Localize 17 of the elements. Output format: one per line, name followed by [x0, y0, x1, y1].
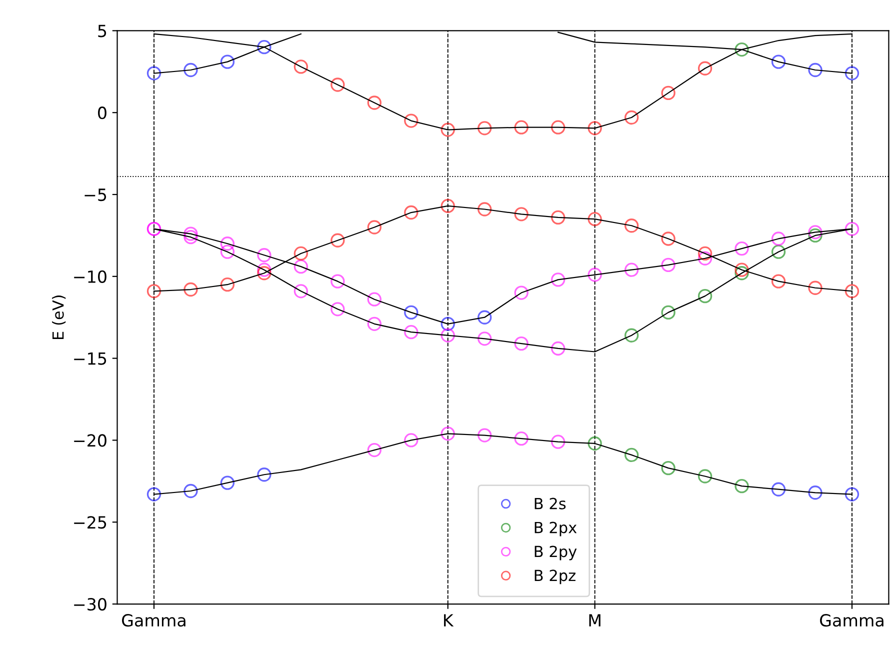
legend-label: B 2s [534, 498, 566, 510]
y-tick-label: 0 [98, 106, 106, 120]
x-tick-label: Gamma [122, 614, 186, 627]
legend-label: B 2pz [534, 570, 576, 584]
x-tick-label: M [589, 614, 600, 626]
x-tick-label: K [444, 614, 454, 626]
y-tick-label: −15 [74, 352, 106, 365]
y-tick-label: −5 [84, 188, 106, 202]
y-tick-label: −30 [74, 598, 106, 611]
y-tick-label: −10 [74, 270, 106, 283]
y-tick-label: 5 [98, 24, 106, 38]
y-tick-label: −20 [74, 434, 106, 447]
y-axis-title: E (eV) [52, 296, 66, 339]
legend-label: B 2py [534, 546, 577, 560]
y-tick-label: −25 [74, 516, 106, 529]
legend-label: B 2px [534, 522, 577, 536]
x-tick-label: Gamma [820, 614, 884, 627]
